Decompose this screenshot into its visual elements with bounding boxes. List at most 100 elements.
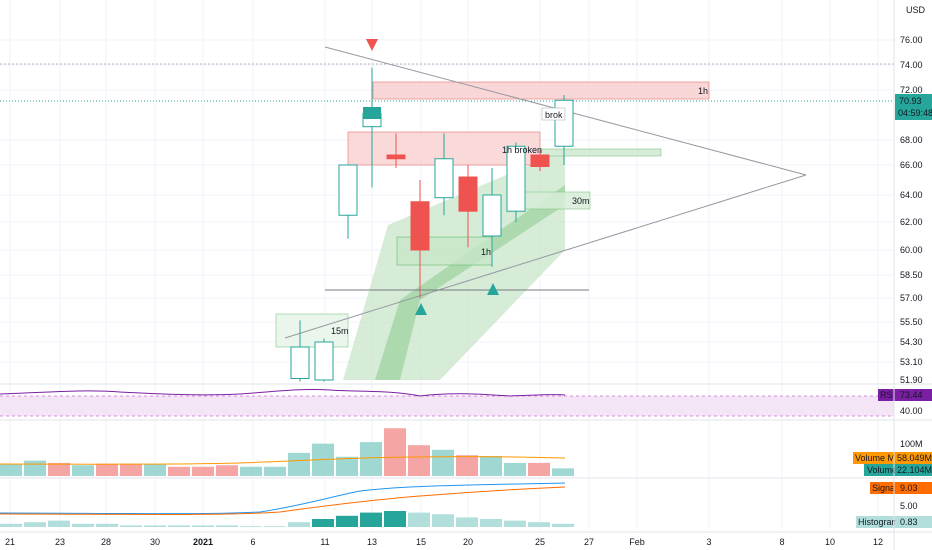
signal-value-box xyxy=(895,482,932,494)
macd-hist-bar xyxy=(0,523,22,527)
time-tick-label: 28 xyxy=(101,537,111,547)
volume-value-box xyxy=(895,464,932,476)
time-tick-label: 13 xyxy=(367,537,377,547)
price-tick-label: 54.30 xyxy=(900,337,923,347)
volume-ma-value-box xyxy=(895,452,932,464)
histogram-value-box xyxy=(895,516,932,528)
time-tick-label: 20 xyxy=(463,537,473,547)
price-tick-label: 74.00 xyxy=(900,60,923,70)
buy-signal-triangle-1 xyxy=(415,303,427,315)
macd-histogram xyxy=(0,511,574,527)
histogram-label-box xyxy=(856,516,895,528)
volume-ma-label: Volume MA xyxy=(855,453,901,463)
volume-tick: 100M xyxy=(900,439,923,449)
price-tick-label: 72.00 xyxy=(900,85,923,95)
candle-body xyxy=(506,145,526,212)
volume-bars xyxy=(0,428,574,476)
countdown-value: 04:59:48 xyxy=(898,108,932,118)
volume-label-box xyxy=(864,464,895,476)
candle-body xyxy=(386,154,406,160)
macd-hist-bar xyxy=(504,520,526,527)
label-brok-box xyxy=(541,107,566,121)
volume-bar xyxy=(144,464,166,476)
volume-bar xyxy=(216,465,238,476)
histogram-label: Histogram xyxy=(858,517,899,527)
macd-hist-bar xyxy=(72,523,94,527)
price-tick-label: 58.50 xyxy=(900,270,923,280)
macd-hist-bar xyxy=(312,519,334,527)
volume-bar xyxy=(528,462,550,476)
macd-hist-bar xyxy=(144,525,166,527)
volume-bar xyxy=(72,465,94,476)
price-axis[interactable]: 76.00 74.00 72.00 68.00 66.00 64.00 62.00 60.00… xyxy=(900,35,923,385)
macd-hist-bar xyxy=(408,512,430,527)
volume-bar xyxy=(552,468,574,476)
candle-body-filled xyxy=(363,107,381,119)
macd-hist-bar xyxy=(24,522,46,527)
price-tick-label: 51.90 xyxy=(900,375,923,385)
time-tick-label: 15 xyxy=(416,537,426,547)
volume-bar xyxy=(432,449,454,476)
volume-bar xyxy=(240,466,262,476)
time-tick-label: 10 xyxy=(825,537,835,547)
volume-bar xyxy=(0,464,22,476)
macd-hist-bar xyxy=(480,519,502,527)
buy-signal-triangle-2 xyxy=(487,283,499,295)
volume-ma-label-box xyxy=(853,452,895,464)
macd-hist-bar xyxy=(168,525,190,527)
last-price-badge xyxy=(895,94,932,120)
rsi-line xyxy=(0,388,566,397)
volume-bar xyxy=(48,462,70,476)
time-tick-label: Feb xyxy=(629,537,645,547)
signal-value: 9.03 xyxy=(900,483,918,493)
volume-bar xyxy=(384,428,406,476)
volume-bar xyxy=(288,452,310,476)
rsi-band xyxy=(0,396,894,416)
price-tick-label: 55.50 xyxy=(900,317,923,327)
candle-body xyxy=(338,164,358,216)
volume-bar xyxy=(408,445,430,476)
time-axis[interactable]: 21 23 28 30 2021 6 11 13 15 20 25 27 Feb 3 8 10 12 xyxy=(5,537,883,547)
volume-bar xyxy=(192,466,214,476)
macd-hist-bar xyxy=(264,526,286,527)
macd-hist-bar xyxy=(384,511,406,527)
price-tick-label: 66.00 xyxy=(900,160,923,170)
time-tick-label: 27 xyxy=(584,537,594,547)
label-30m: 30m xyxy=(572,196,590,206)
label-15m: 15m xyxy=(331,326,349,336)
time-tick-label: 2021 xyxy=(193,537,213,547)
volume-bar xyxy=(336,456,358,476)
volume-bar xyxy=(264,466,286,476)
macd-hist-bar xyxy=(96,523,118,527)
candle-body xyxy=(290,346,310,379)
price-tick-label: 76.00 xyxy=(900,35,923,45)
sell-signal-triangle xyxy=(366,39,378,51)
macd-hist-bar xyxy=(48,520,70,527)
macd-hist-bar xyxy=(432,514,454,527)
volume-bar xyxy=(96,463,118,476)
macd-hist-bar xyxy=(240,526,262,527)
macd-hist-bar xyxy=(552,523,574,527)
macd-hist-bar xyxy=(192,525,214,527)
time-tick-label: 3 xyxy=(706,537,711,547)
macd-tick: 5.00 xyxy=(900,501,918,511)
volume-ma-line xyxy=(0,456,566,465)
macd-hist-bar xyxy=(360,512,382,527)
triangle-lower-line xyxy=(284,174,807,339)
currency-label: USD xyxy=(906,5,926,15)
time-tick-label: 8 xyxy=(779,537,784,547)
label-brok: brok xyxy=(545,110,563,120)
candle-body xyxy=(482,194,502,237)
volume-bar xyxy=(24,460,46,476)
volume-bar xyxy=(504,462,526,476)
zone-1h-top xyxy=(372,81,710,100)
rsi-value: 73.44 xyxy=(900,390,923,400)
histogram-value: 0.83 xyxy=(900,517,918,527)
price-tick-label: 68.00 xyxy=(900,135,923,145)
time-tick-label: 12 xyxy=(873,537,883,547)
price-tick-label: 62.00 xyxy=(900,217,923,227)
label-1h-low: 1h xyxy=(481,247,491,257)
macd-hist-bar xyxy=(216,525,238,527)
candles xyxy=(290,67,574,382)
